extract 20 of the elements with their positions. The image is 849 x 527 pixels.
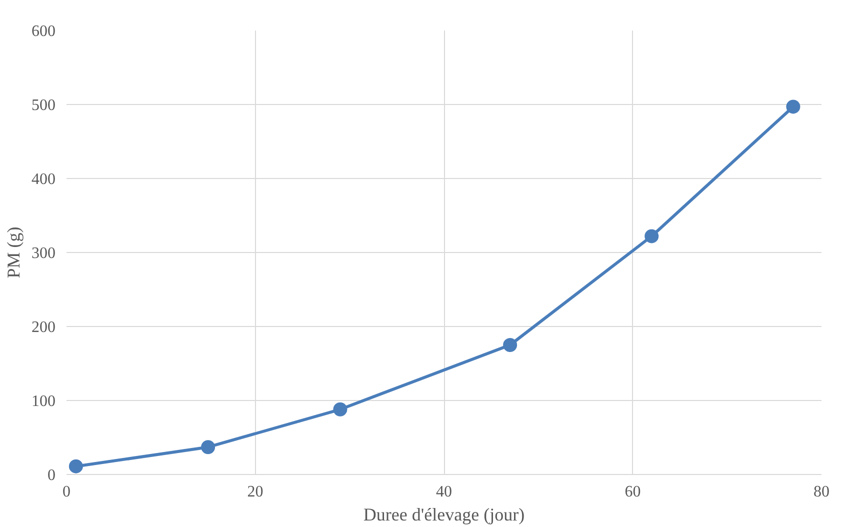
y-tick-label: 400 xyxy=(32,171,56,188)
point xyxy=(644,229,659,244)
x-tick-label: 60 xyxy=(624,484,641,500)
y-tick-label: 200 xyxy=(32,319,56,336)
y-tick-label: 500 xyxy=(32,97,56,114)
x-tick-label: 0 xyxy=(62,484,70,500)
point xyxy=(333,402,348,416)
y-tick-label: 0 xyxy=(48,467,56,484)
y-axis-title: PM (g) xyxy=(4,226,24,278)
x-tick-label: 40 xyxy=(436,484,452,500)
y-tick-label: 600 xyxy=(32,23,56,40)
y-tick-label: 300 xyxy=(32,245,56,262)
point xyxy=(201,440,216,454)
point xyxy=(503,338,518,352)
point xyxy=(68,459,83,474)
x-axis-title: Duree d'élevage (jour) xyxy=(363,504,525,524)
x-tick-label: 20 xyxy=(247,484,264,500)
x-tick-label: 80 xyxy=(814,484,830,500)
point xyxy=(786,100,800,114)
y-tick-label: 100 xyxy=(32,393,56,410)
